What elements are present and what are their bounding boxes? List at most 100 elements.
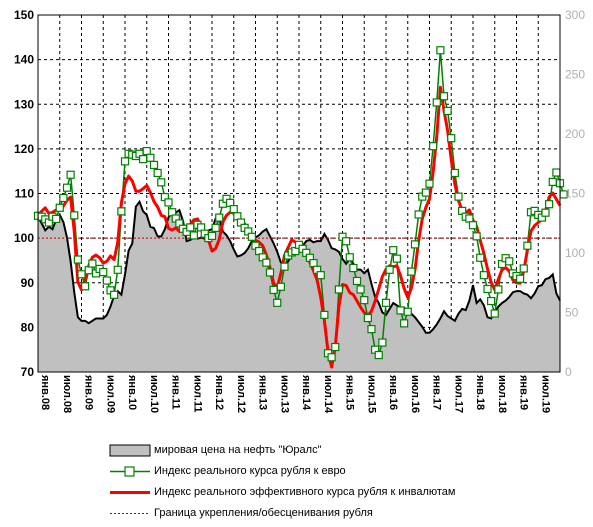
plot-frame xyxy=(37,14,561,373)
euro-marker xyxy=(505,257,514,266)
y-left-tick-label: 70 xyxy=(21,365,35,379)
euro-marker xyxy=(545,200,554,209)
euro-marker xyxy=(494,285,503,294)
euro-marker xyxy=(273,298,282,307)
y-right-tick-label: 50 xyxy=(565,306,579,320)
x-tick-label: янв.17 xyxy=(431,375,443,410)
y-axis-left: 70 80 90 100 110 120 130 140 150 xyxy=(14,8,34,379)
legend-swatch-effective xyxy=(110,491,150,494)
euro-marker xyxy=(378,338,387,347)
euro-marker xyxy=(490,309,499,318)
y-left-tick-label: 130 xyxy=(14,97,34,111)
x-tick-label: июл.16 xyxy=(409,375,421,413)
euro-marker xyxy=(207,231,217,240)
euro-marker xyxy=(265,268,275,277)
euro-marker xyxy=(360,296,369,305)
x-tick-label: июл.13 xyxy=(278,375,290,413)
euro-marker xyxy=(425,179,434,188)
euro-marker xyxy=(439,92,449,101)
euro-marker xyxy=(189,231,198,240)
euro-marker xyxy=(432,98,441,107)
euro-marker xyxy=(55,203,64,212)
x-tick-label: июл.17 xyxy=(452,375,464,413)
euro-marker xyxy=(316,271,325,280)
x-tick-label: янв.15 xyxy=(344,375,356,410)
legend-label-euro: Индекс реального курса рубля к евро xyxy=(154,465,346,477)
euro-index-markers xyxy=(33,46,568,362)
y-left-tick-label: 100 xyxy=(14,231,34,245)
euro-marker xyxy=(215,213,224,222)
legend-item-euro: Индекс реального курса рубля к евро xyxy=(108,461,578,482)
euro-marker xyxy=(70,211,79,220)
y-right-tick-label: 250 xyxy=(565,68,585,82)
euro-marker xyxy=(229,205,238,214)
x-tick-label: июл.08 xyxy=(61,375,73,413)
euro-marker xyxy=(99,267,108,277)
euro-marker xyxy=(186,223,195,232)
euro-marker xyxy=(149,160,159,170)
euro-marker xyxy=(327,353,336,362)
euro-marker xyxy=(421,188,430,197)
x-tick-label: янв.10 xyxy=(126,375,138,410)
euro-marker xyxy=(523,241,532,250)
x-tick-label: янв.12 xyxy=(213,375,225,410)
euro-marker xyxy=(443,106,452,116)
euro-marker xyxy=(349,263,358,273)
oil-area-fill xyxy=(38,201,560,372)
y-left-tick-label: 150 xyxy=(14,8,34,22)
euro-marker xyxy=(407,267,416,276)
legend-item-oil: мировая цена на нефть "Юралс" xyxy=(108,440,578,461)
euro-marker xyxy=(468,221,478,230)
y-left-tick-label: 80 xyxy=(21,320,35,334)
x-tick-label: янв.08 xyxy=(39,375,51,410)
euro-marker xyxy=(429,142,438,151)
euro-marker xyxy=(331,342,340,352)
euro-marker xyxy=(342,237,351,246)
euro-marker xyxy=(381,298,391,307)
legend-label-oil: мировая цена на нефть "Юралс" xyxy=(154,444,322,456)
euro-marker xyxy=(385,265,394,274)
legend-item-border: Граница укрепления/обесценивания рубля xyxy=(108,503,578,524)
euro-marker xyxy=(352,276,362,286)
legend-swatch-euro xyxy=(110,466,150,477)
euro-marker xyxy=(516,274,525,283)
euro-marker xyxy=(487,296,496,306)
euro-marker xyxy=(139,155,148,164)
euro-marker xyxy=(280,262,289,271)
y-left-tick-label: 90 xyxy=(21,276,35,290)
euro-marker xyxy=(262,258,271,267)
euro-marker xyxy=(81,282,90,291)
euro-marker xyxy=(52,214,61,224)
euro-marker xyxy=(541,208,550,217)
legend-swatch-oil xyxy=(109,444,151,457)
euro-marker xyxy=(414,210,423,219)
euro-marker xyxy=(389,246,398,255)
euro-marker xyxy=(77,270,86,279)
x-tick-label: янв.18 xyxy=(474,375,486,410)
euro-marker xyxy=(309,259,318,268)
chart: 70 80 90 100 110 120 130 140 150 0 50 100 150 200 250… xyxy=(14,8,585,414)
euro-marker xyxy=(110,290,119,299)
euro-marker xyxy=(345,253,354,262)
euro-marker xyxy=(59,193,68,203)
x-tick-label: янв.16 xyxy=(387,375,399,410)
x-tick-label: июл.18 xyxy=(496,375,508,413)
euro-marker xyxy=(102,276,111,285)
euro-marker xyxy=(519,264,528,273)
euro-marker xyxy=(436,46,445,55)
euro-marker xyxy=(73,255,82,264)
legend-swatch-border xyxy=(110,513,150,514)
euro-marker xyxy=(157,178,166,187)
euro-marker xyxy=(117,207,126,216)
euro-marker xyxy=(211,223,220,232)
legend-label-border: Граница укрепления/обесценивания рубля xyxy=(154,507,373,519)
euro-marker xyxy=(113,265,122,274)
legend-euro-marker xyxy=(124,466,135,477)
euro-marker xyxy=(320,310,329,319)
euro-marker xyxy=(120,157,130,166)
euro-marker xyxy=(479,271,488,280)
euro-marker xyxy=(146,153,155,162)
x-tick-label: июл.10 xyxy=(148,375,160,413)
euro-marker xyxy=(269,285,278,294)
legend-item-effective: Индекс реального эффективного курса рубл… xyxy=(108,482,578,503)
